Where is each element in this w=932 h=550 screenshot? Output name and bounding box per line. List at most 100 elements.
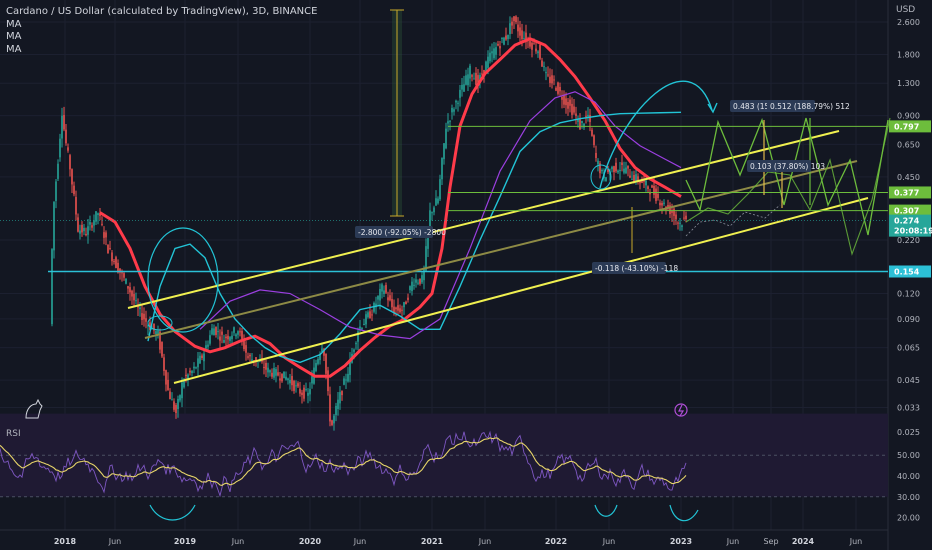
- candle-body: [69, 155, 71, 170]
- candle-body: [535, 48, 537, 52]
- candle-body: [335, 405, 337, 416]
- candle-body: [125, 278, 127, 284]
- candle-body: [611, 166, 613, 170]
- rsi-highlight-arc: [669, 504, 699, 522]
- candle-body: [513, 16, 515, 22]
- candle-body: [301, 392, 303, 396]
- candle-body: [271, 372, 273, 377]
- candle-body: [299, 388, 301, 394]
- candle-body: [617, 170, 619, 173]
- candle-body: [141, 313, 143, 320]
- candle-body: [451, 107, 453, 113]
- price-level-tag: [889, 186, 931, 199]
- candle-body: [647, 186, 649, 189]
- candle-body: [183, 380, 185, 388]
- candle-body: [663, 202, 665, 204]
- candle-body: [591, 129, 593, 136]
- candle-body: [309, 389, 311, 395]
- candle-body: [85, 233, 87, 236]
- candle-body: [485, 61, 487, 72]
- rsi-pane-label[interactable]: RSI: [6, 429, 21, 439]
- channel-upper-line: [127, 130, 840, 309]
- candle-body: [259, 360, 261, 362]
- candle-body: [587, 114, 589, 117]
- candle-body: [475, 72, 477, 85]
- candle-body: [153, 323, 155, 331]
- price-level-tag: [889, 224, 931, 237]
- time-tick-label: Jun: [353, 537, 367, 546]
- candle-body: [235, 334, 237, 337]
- candle-body: [405, 301, 407, 305]
- candle-body: [649, 192, 651, 195]
- candle-body: [625, 167, 627, 174]
- symbol-title[interactable]: Cardano / US Dollar (calculated by Tradi…: [6, 6, 318, 17]
- price-tick-label: 0.090: [897, 315, 920, 324]
- candle-body: [349, 358, 351, 375]
- candle-body: [263, 366, 265, 369]
- candle-body: [293, 380, 295, 391]
- rsi-tick-label: 40.00: [897, 472, 920, 481]
- candle-body: [553, 79, 555, 81]
- candle-body: [615, 162, 617, 172]
- candle-body: [631, 178, 633, 180]
- candle-body: [397, 305, 399, 311]
- candle-body: [219, 336, 221, 341]
- candle-body: [375, 303, 377, 308]
- time-axis: 2018 Jun 2019 Jun 2020 Jun 2021 Jun 2022 Jun 2023 J…: [54, 537, 862, 546]
- candle-body: [81, 224, 83, 233]
- candle-body: [347, 373, 349, 382]
- candle-body: [73, 185, 75, 195]
- candle-body: [531, 42, 533, 50]
- price-level-value: 0.797: [894, 122, 919, 131]
- candle-body: [633, 175, 635, 182]
- candle-body: [291, 376, 293, 386]
- price-level-value: 0.274: [894, 217, 920, 226]
- candle-body: [273, 368, 275, 378]
- candle-body: [321, 348, 323, 352]
- candle-body: [481, 73, 483, 75]
- candle-body: [431, 212, 433, 214]
- candle-body: [537, 51, 539, 54]
- candle-body: [523, 38, 525, 40]
- candle-body: [411, 281, 413, 292]
- candle-body: [511, 21, 513, 26]
- ma-indicator-2[interactable]: MA: [6, 31, 22, 42]
- channel-mid-line: [144, 160, 858, 339]
- candle-body: [277, 372, 279, 376]
- price-tick-label: 0.025: [897, 428, 920, 437]
- candle-body: [269, 370, 271, 373]
- candle-body: [119, 268, 121, 273]
- candle-body: [505, 35, 507, 40]
- forecast-arc: [599, 80, 713, 189]
- candle-body: [289, 379, 291, 384]
- candle-body: [249, 354, 251, 357]
- candle-body: [383, 290, 385, 294]
- candle-body: [123, 273, 125, 278]
- ma-indicator-3[interactable]: MA: [6, 43, 22, 55]
- candle-body: [627, 165, 629, 169]
- candle-body: [577, 118, 579, 122]
- candle-body: [93, 220, 95, 226]
- candle-body: [305, 389, 307, 391]
- candle-body: [233, 327, 235, 333]
- highlight-ellipse: [147, 315, 173, 331]
- candle-body: [409, 286, 411, 291]
- candle-body: [473, 78, 475, 80]
- price-tick-label: 0.450: [897, 173, 920, 182]
- candle-body: [109, 248, 111, 250]
- price-level-tag: [889, 214, 931, 227]
- candle-body: [421, 275, 423, 283]
- annotation-bg: [767, 100, 815, 112]
- ma-indicator-1[interactable]: MA: [6, 18, 22, 30]
- rsi-tick-label: 20.00: [897, 514, 920, 523]
- candle-body: [445, 128, 447, 149]
- candle-body: [177, 398, 179, 410]
- candle-body: [191, 371, 193, 374]
- candle-body: [311, 376, 313, 384]
- candle-body: [155, 331, 157, 335]
- candle-body: [95, 211, 97, 222]
- candle-body: [365, 314, 367, 325]
- candle-body: [435, 198, 437, 206]
- candle-body: [497, 43, 499, 46]
